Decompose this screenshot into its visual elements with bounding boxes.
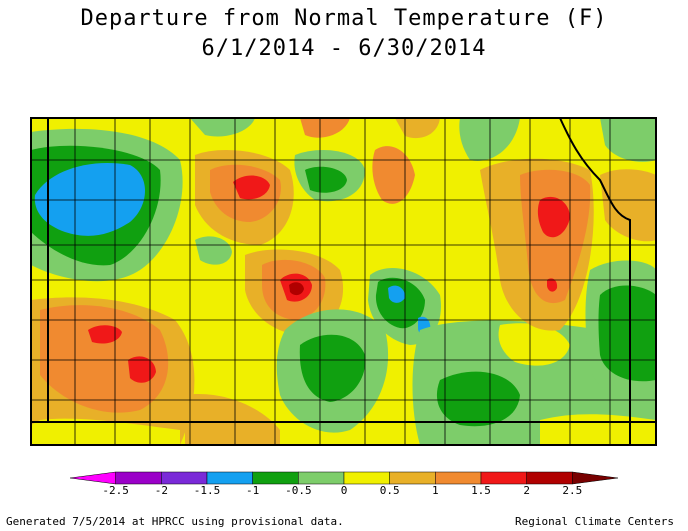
field-e-orange — [600, 169, 656, 242]
field-c-blue-spot — [388, 285, 406, 303]
field-se-corner-yellow — [540, 414, 656, 445]
legend-tick-label: 1.5 — [471, 484, 491, 497]
field-se-yellow — [498, 323, 570, 366]
county-line — [31, 159, 656, 401]
field-north-green-top — [190, 118, 255, 137]
field-w-green-spot — [195, 236, 232, 265]
field-c-darkred — [289, 282, 304, 296]
field-sw-orange2 — [40, 305, 169, 413]
legend-swatch-p1 — [389, 471, 436, 485]
date-range-subtitle: 6/1/2014 - 6/30/2014 — [201, 36, 487, 61]
legend-swatch-p2 — [480, 471, 527, 485]
legend-tick-label: 2 — [523, 484, 530, 497]
county-line — [74, 118, 611, 445]
color-legend: -2.5 -2 -1.5 -1 -0.5 0 0.5 1 1.5 2 2.5 — [69, 471, 619, 497]
field-sw-south-yellow — [31, 418, 180, 445]
field-ne-far-green — [600, 118, 656, 162]
legend-tick-label: -1 — [246, 484, 259, 497]
legend-tick-label: -2.5 — [102, 484, 129, 497]
map-title: Departure from Normal Temperature (F) — [80, 6, 608, 31]
missouri-river-border — [559, 117, 631, 445]
legend-tick-label: -0.5 — [285, 484, 312, 497]
field-sw-red2 — [128, 356, 156, 383]
legend-swatch-m05 — [252, 471, 299, 485]
legend-swatch-m15 — [161, 471, 208, 485]
field-nw-blue — [34, 163, 145, 236]
legend-tick-label: -1.5 — [194, 484, 221, 497]
legend-tick-label: 2.5 — [562, 484, 582, 497]
field-e-green2 — [598, 285, 656, 382]
legend-tick-label: 0.5 — [380, 484, 400, 497]
field-n-green2 — [305, 166, 347, 193]
legend-swatch-m1 — [206, 471, 253, 485]
generated-note: Generated 7/5/2014 at HPRCC using provis… — [6, 515, 344, 528]
legend-swatch-p25 — [526, 471, 573, 485]
legend-swatch-p05 — [343, 471, 390, 485]
legend-swatch-p3 — [572, 471, 619, 485]
legend-tick-label: -2 — [155, 484, 168, 497]
field-c-green-ring2 — [375, 277, 425, 329]
legend-swatch-m25 — [69, 471, 116, 485]
field-ne-red2 — [547, 278, 558, 292]
county-boundaries — [31, 118, 656, 445]
field-cs-green2 — [299, 334, 366, 402]
legend-swatch-p15 — [435, 471, 482, 485]
field-south-orange — [185, 394, 280, 445]
state-boundaries — [30, 117, 657, 446]
field-ncentral-orange — [372, 146, 415, 204]
field-north-orange-top — [300, 118, 350, 138]
field-sw-red1 — [88, 325, 122, 344]
legend-tick-label: 0 — [341, 484, 348, 497]
credit-text: Regional Climate Centers — [515, 515, 674, 528]
legend-swatch-m2 — [115, 471, 162, 485]
field-ne-top-orange — [395, 118, 440, 139]
field-ne-red — [537, 196, 570, 238]
field-se-green2 — [436, 371, 520, 427]
field-nc-red — [233, 175, 270, 200]
legend-tick-label: 1 — [432, 484, 439, 497]
map-frame — [30, 117, 657, 446]
legend-swatch-z — [298, 471, 345, 485]
